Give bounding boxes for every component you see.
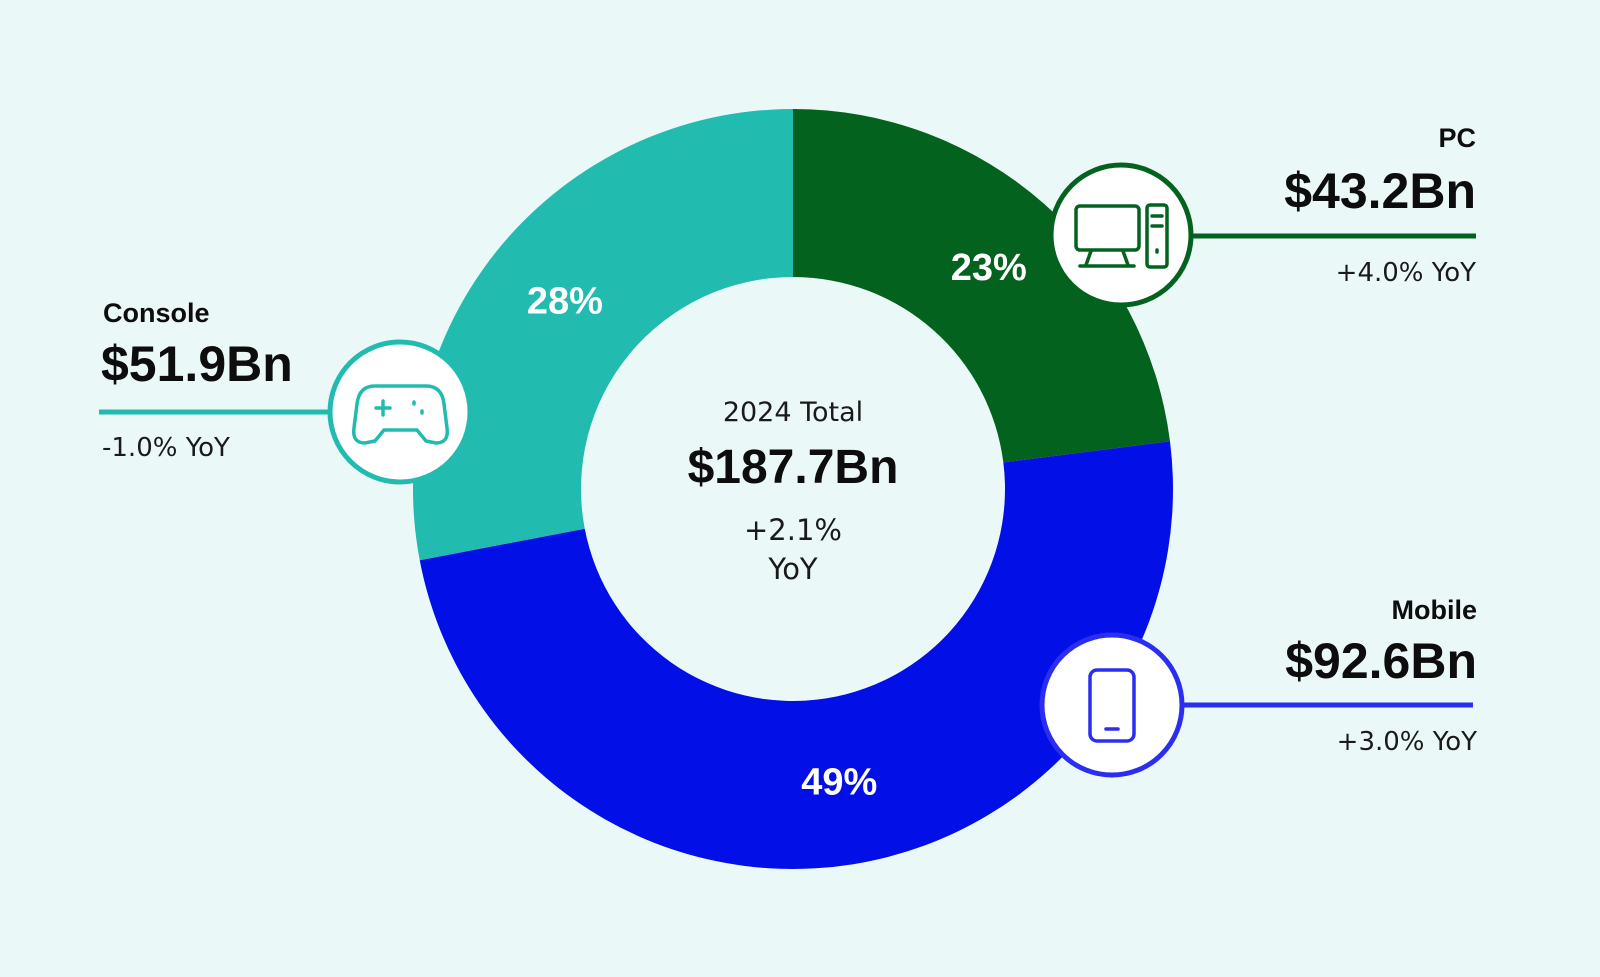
- mobile-yoy: +3.0% YoY: [1337, 727, 1477, 757]
- mobile-slice: [419, 441, 1173, 869]
- console-percent-label: 28%: [527, 280, 603, 322]
- pc-slice: [793, 109, 1171, 463]
- gamepad-icon: [351, 384, 450, 445]
- mobile-value: $92.6Bn: [1285, 633, 1477, 689]
- center-summary: 2024 Total $187.7Bn +2.1% YoY: [688, 397, 899, 586]
- pc-value: $43.2Bn: [1284, 163, 1476, 219]
- slices-group: [412, 109, 1173, 869]
- center-yoy-change: +2.1%: [744, 513, 842, 547]
- center-total-value: $187.7Bn: [688, 441, 899, 494]
- console-yoy: -1.0% YoY: [102, 433, 230, 463]
- center-yoy-suffix: YoY: [767, 552, 818, 586]
- mobile-callout: Mobile $92.6Bn +3.0% YoY: [1039, 595, 1478, 778]
- pc-percent-label: 23%: [951, 247, 1027, 289]
- mobile-icon-badge: [1039, 632, 1185, 778]
- pc-yoy: +4.0% YoY: [1336, 258, 1476, 288]
- mobile-label: Mobile: [1392, 595, 1478, 625]
- mobile-percent-label: 49%: [801, 761, 877, 803]
- console-callout: Console $51.9Bn -1.0% YoY: [99, 298, 473, 485]
- center-label: 2024 Total: [723, 397, 863, 428]
- console-slice: [412, 109, 793, 561]
- percent-labels-group: 23% 49% 28%: [527, 247, 1027, 803]
- console-label: Console: [103, 298, 210, 328]
- console-icon-badge: [327, 339, 473, 485]
- console-value: $51.9Bn: [101, 336, 293, 392]
- pc-icon-badge: [1048, 162, 1194, 308]
- pc-label: PC: [1438, 123, 1476, 153]
- desktop-computer-icon: [1074, 203, 1169, 269]
- smartphone-icon: [1088, 668, 1136, 743]
- pc-callout: PC $43.2Bn +4.0% YoY: [1048, 123, 1476, 308]
